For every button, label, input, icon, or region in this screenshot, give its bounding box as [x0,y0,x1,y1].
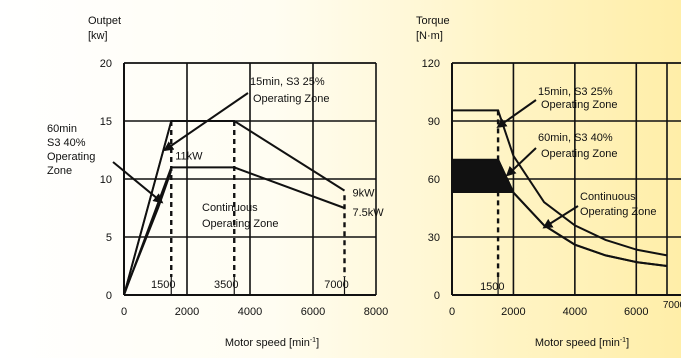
y-axis-unit-1: [N·m] [416,30,443,42]
speed-marker-label-1: 1500 [480,281,504,293]
x-tick-label-1: 0 [449,306,455,318]
annotation-11kw: 11kW [175,150,203,162]
annotation-15min-arrow [163,92,249,152]
y-tick-label-1: 120 [422,58,440,70]
annotation-continuous-zone: Operating Zone [202,218,278,230]
series-line-1-0 [452,109,668,257]
x-axis-title-1: Motor speed [min-1] [535,337,629,349]
y-tick-label-0: 15 [100,116,112,128]
annotation-continuous-zone: Continuous [202,202,258,214]
x-tick-label-1: 4000 [563,306,587,318]
y-tick-label-0: 0 [106,290,112,302]
annotation-7-5kw: 7.5kW [353,207,385,219]
x-tick-label-0: 8000 [364,306,388,318]
annotation-15min-arrow [496,99,537,128]
annotation-15min-zone: 15min, S3 25% [250,76,325,88]
series-line-1-2 [497,159,668,267]
y-axis-title-0: Outpet [88,15,121,27]
annotation-15min-zone: Operating Zone [253,93,329,105]
x-tick-label-1: 6000 [624,306,648,318]
x-tick-label-1: 7000 [663,300,681,311]
annotation-15min-zone: Operating Zone [541,99,617,111]
speed-marker-label-0: 7000 [324,279,348,291]
annotation-60min-zone: Operating Zone [541,148,617,160]
annotation-9kw: 9kW [353,188,376,200]
x-axis-title-0: Motor speed [min-1] [225,337,319,349]
y-tick-label-1: 0 [434,290,440,302]
y-tick-label-1: 30 [428,232,440,244]
x-tick-label-0: 0 [121,306,127,318]
x-tick-label-0: 6000 [301,306,325,318]
series-line-0-rise [123,120,173,296]
annotation-continuous-zone: Continuous [580,191,636,203]
y-tick-label-0: 5 [106,232,112,244]
speed-marker-label-0: 1500 [151,279,175,291]
annotation-60min-zone: 60min, S3 40% [538,132,613,144]
annotation-60min-zone: Zone [47,165,72,177]
annotation-continuous-arrow [542,205,579,229]
y-axis-unit-0: [kw] [88,30,108,42]
annotation-60min-arrow [112,161,164,204]
y-tick-label-1: 90 [428,116,440,128]
annotation-60min-zone: Operating [47,151,95,163]
annotation-60min-zone: 60min [47,123,77,135]
annotation-60min-zone: S3 40% [47,137,86,149]
y-axis-title-1: Torque [416,15,450,27]
y-tick-label-1: 60 [428,174,440,186]
annotation-15min-zone: 15min, S3 25% [538,86,613,98]
y-tick-label-0: 10 [100,174,112,186]
x-tick-label-0: 2000 [175,306,199,318]
y-tick-label-0: 20 [100,58,112,70]
speed-marker-label-0: 3500 [214,279,238,291]
filled-operating-region-1 [451,159,515,194]
series-line-0-1 [123,166,345,296]
annotation-60min-arrow [505,147,537,177]
x-tick-label-1: 2000 [501,306,525,318]
annotation-continuous-zone: Operating Zone [580,206,656,218]
x-tick-label-0: 4000 [238,306,262,318]
